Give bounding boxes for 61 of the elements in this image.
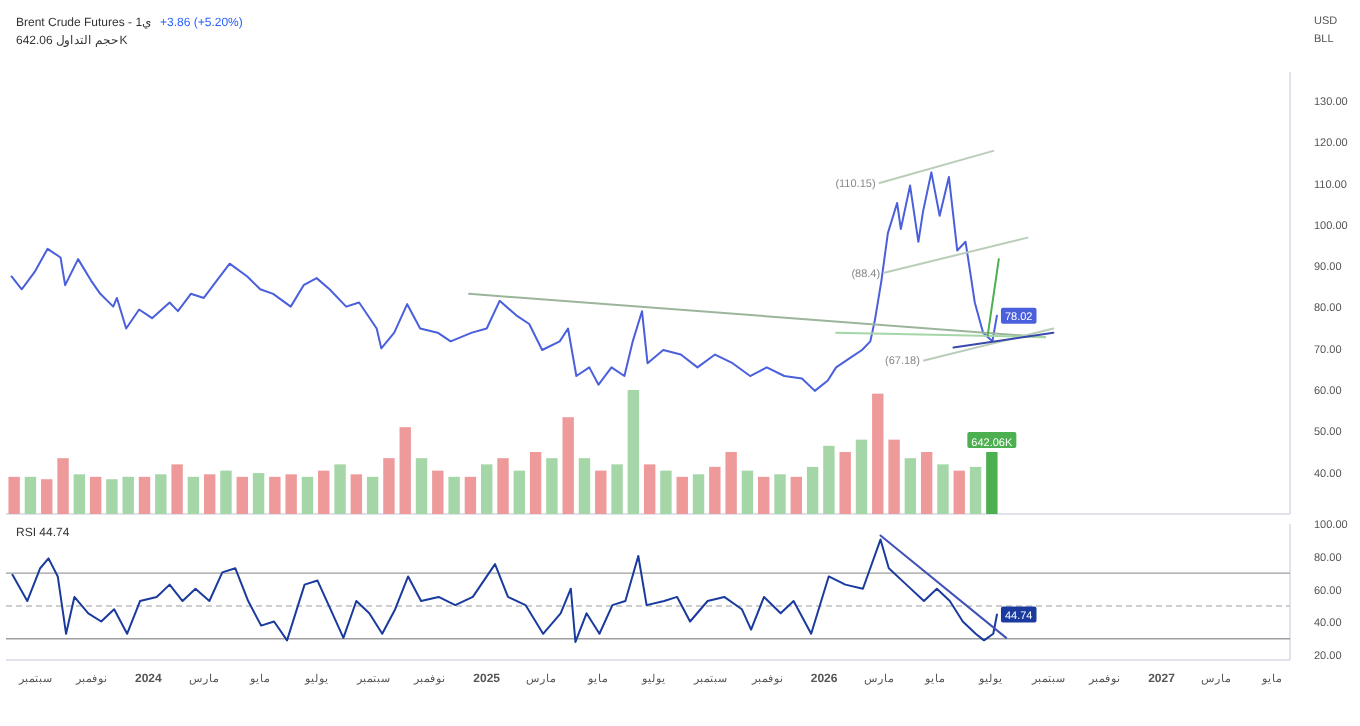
bar: [187, 476, 200, 514]
bar: [366, 476, 379, 514]
bar: [301, 476, 314, 514]
bar: [953, 470, 965, 514]
bar: [171, 464, 183, 514]
bar: [643, 464, 656, 514]
bar: [334, 464, 346, 514]
bar: [823, 445, 835, 514]
bar: [872, 393, 884, 514]
bar: [855, 439, 868, 514]
bar: [969, 466, 982, 514]
bar: [937, 464, 949, 514]
bar: [546, 458, 558, 514]
bar: [790, 476, 803, 514]
bar: [8, 476, 20, 514]
bar: [399, 427, 411, 514]
bar: [24, 476, 37, 514]
bar: [904, 458, 917, 514]
bar: [252, 473, 265, 514]
bar: [155, 474, 167, 514]
bar: [106, 479, 118, 514]
bar: [138, 476, 151, 514]
bar: [562, 417, 574, 514]
bar: [350, 474, 363, 514]
bar: [611, 464, 623, 514]
bar: [432, 470, 444, 514]
bar: [236, 476, 248, 514]
bar: [318, 470, 330, 514]
bar: [448, 476, 460, 514]
bar: [774, 474, 786, 514]
bar: [578, 458, 591, 514]
bar: [464, 476, 477, 514]
bar: [758, 476, 770, 514]
bar: [269, 476, 281, 514]
bar: [595, 470, 607, 514]
bar: [660, 470, 672, 514]
bar: [220, 470, 232, 514]
bar: [709, 466, 721, 514]
bar: [513, 470, 525, 514]
bar: [676, 476, 688, 514]
bar: [73, 474, 86, 514]
bar: [806, 466, 819, 514]
bar: [888, 439, 900, 514]
bar: [383, 458, 395, 514]
bar: [741, 470, 754, 514]
bar: [497, 458, 509, 514]
bar: [692, 474, 705, 514]
bar: [89, 476, 102, 514]
bar: [529, 452, 542, 514]
bar: [285, 474, 297, 514]
bar: [415, 458, 428, 514]
bar: [122, 476, 134, 514]
bar: [203, 474, 216, 514]
bar: [41, 479, 53, 514]
bar: [839, 452, 851, 514]
bar: [57, 458, 69, 514]
bar: [481, 464, 493, 514]
bar: [986, 451, 998, 514]
bar: [627, 390, 640, 514]
bar: [920, 452, 933, 514]
bar: [725, 452, 737, 514]
